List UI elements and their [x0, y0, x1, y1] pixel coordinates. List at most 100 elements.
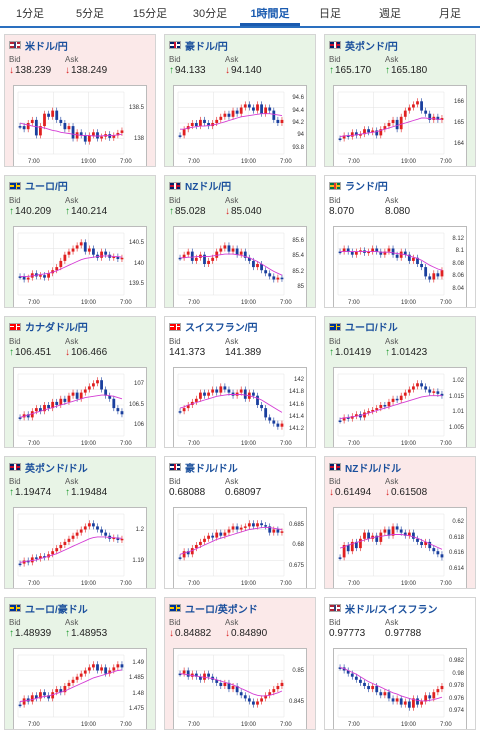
y-tick-label: 164	[453, 140, 464, 147]
rate-card[interactable]: スイスフラン/円 Bid Ask 141.373 141.389 142 141.8 141.…	[164, 315, 316, 449]
price-chart[interactable]: 166 165 164 7:00 19:00 7:00	[333, 85, 467, 166]
pair-name[interactable]: NZドル/ドル	[345, 463, 402, 475]
price-chart[interactable]: 138.5 138 7:00 19:00 7:00	[13, 85, 147, 166]
price-chart[interactable]: 1.2 1.19 7:00 19:00 7:00	[13, 507, 147, 589]
x-tick-label: 7:00	[188, 440, 200, 447]
x-tick-label: 19:00	[241, 722, 257, 729]
candle-body	[440, 686, 444, 690]
x-tick-label: 19:00	[81, 159, 97, 165]
pair-name[interactable]: カナダドル/円	[25, 323, 88, 335]
rate-card[interactable]: 英ポンド/ドル Bid Ask ↑1.19474 ↑1.19484 1.2 1.19 7:00…	[4, 456, 156, 590]
pair-header[interactable]: NZドル/ドル	[329, 460, 471, 475]
tab-2[interactable]: 15分足	[132, 8, 168, 20]
pair-name[interactable]: ユーロ/豪ドル	[25, 604, 88, 616]
pair-name[interactable]: 豪ドル/円	[185, 41, 228, 53]
pair-header[interactable]: 英ポンド/円	[329, 38, 471, 53]
candle-body	[51, 692, 55, 699]
candle-body	[268, 416, 272, 421]
tab-6[interactable]: 週足	[379, 8, 401, 20]
rate-card[interactable]: 米ドル/スイスフラン Bid Ask 0.97773 0.97788 0.982 0.98 0…	[324, 597, 476, 730]
tab-4[interactable]: 1時間足	[240, 0, 300, 26]
rate-card[interactable]: カナダドル/円 Bid Ask ↑106.451 ↓106.466 107 106.5 106…	[4, 315, 156, 449]
rate-card[interactable]: 豪ドル/ドル Bid Ask 0.68088 0.68097 0.685 0.68 0.675…	[164, 456, 316, 590]
pair-header[interactable]: スイスフラン/円	[169, 320, 311, 334]
y-tick-label: 1.02	[452, 378, 464, 385]
candle-body	[186, 670, 190, 677]
candle-body	[215, 119, 219, 123]
pair-header[interactable]: 英ポンド/ドル	[9, 460, 151, 475]
rate-card[interactable]: 豪ドル/円 Bid Ask ↑94.133 ↓94.140 94.6 94.4 94.2 94 9…	[164, 34, 316, 167]
price-chart[interactable]: 8.12 8.1 8.08 8.06 8.04 7:00 19:00 7:00	[333, 225, 467, 307]
pair-name[interactable]: ランド/円	[345, 182, 388, 194]
price-chart[interactable]: 142 141.8 141.6 141.4 141.2 7:00 19:00 7:00	[173, 366, 307, 448]
x-tick-label: 19:00	[81, 440, 97, 447]
pair-name[interactable]: スイスフラン/円	[185, 323, 258, 335]
flag-icon	[9, 604, 21, 613]
tab-5[interactable]: 日足	[319, 8, 341, 20]
pair-header[interactable]: ユーロ/円	[9, 179, 151, 193]
candle-body	[235, 248, 239, 255]
candle-body	[18, 704, 22, 707]
x-tick-label: 7:00	[28, 581, 40, 588]
candle-body	[276, 277, 280, 280]
candle-body	[268, 273, 272, 277]
y-tick-label: 1.485	[128, 675, 144, 682]
pair-name[interactable]: NZドル/円	[185, 182, 232, 194]
price-chart[interactable]: 107 106.5 106 7:00 19:00 7:00	[13, 366, 147, 448]
pair-name[interactable]: ユーロ/円	[25, 182, 68, 194]
price-chart[interactable]: 140.5 140 139.5 7:00 19:00 7:00	[13, 225, 147, 307]
price-chart[interactable]: 1.49 1.485 1.48 1.475 7:00 19:00 7:00	[13, 648, 147, 730]
rate-card[interactable]: ユーロ/ドル Bid Ask ↑1.01419 ↑1.01423 1.02 1.015 1.0…	[324, 315, 476, 449]
candle-body	[108, 395, 112, 399]
ask-price: 0.97788	[385, 628, 422, 640]
candle-body	[75, 245, 79, 249]
pair-header[interactable]: ランド/円	[329, 179, 471, 193]
rate-card[interactable]: 英ポンド/円 Bid Ask ↑165.170 ↑165.180 166 165 164 7:0…	[324, 34, 476, 167]
pair-header[interactable]: 米ドル/スイスフラン	[329, 601, 471, 616]
pair-header[interactable]: ユーロ/ドル	[329, 320, 471, 334]
pair-header[interactable]: NZドル/円	[169, 179, 311, 193]
ask-label: Ask	[225, 55, 239, 64]
candle-body	[280, 531, 284, 534]
candle-body	[247, 523, 251, 527]
pair-name[interactable]: 米ドル/円	[25, 41, 68, 53]
candle-body	[239, 692, 243, 696]
candle-body	[407, 532, 411, 537]
price-chart[interactable]: 0.685 0.68 0.675 7:00 19:00 7:00	[173, 507, 307, 589]
price-chart[interactable]: 85.6 85.4 85.2 85 7:00 19:00 7:00	[173, 225, 307, 307]
ask-label: Ask	[225, 336, 239, 346]
pair-name[interactable]: ユーロ/英ポンド	[185, 604, 258, 616]
pair-header[interactable]: ユーロ/豪ドル	[9, 601, 151, 616]
price-chart[interactable]: 0.85 0.845 7:00 19:00 7:00	[173, 648, 307, 730]
tab-1[interactable]: 5分足	[75, 8, 105, 20]
pair-name[interactable]: 豪ドル/ドル	[185, 463, 238, 475]
candle-body	[63, 254, 67, 261]
candle-body	[43, 113, 46, 127]
price-chart[interactable]: 94.6 94.4 94.2 94 93.8 7:00 19:00 7:00	[173, 85, 307, 166]
tab-3[interactable]: 30分足	[192, 8, 228, 20]
rate-card[interactable]: NZドル/円 Bid Ask ↑85.028 ↓85.040 85.6 85.4 85.2 85…	[164, 174, 316, 308]
pair-name[interactable]: ユーロ/ドル	[345, 323, 398, 335]
pair-header[interactable]: 豪ドル/円	[169, 38, 311, 53]
pair-name[interactable]: 米ドル/スイスフラン	[345, 604, 438, 616]
candle-body	[403, 110, 407, 117]
rate-card[interactable]: ユーロ/豪ドル Bid Ask ↑1.48939 ↑1.48953 1.49 1.485 1.…	[4, 597, 156, 730]
price-chart[interactable]: 0.982 0.98 0.978 0.976 0.974 7:00 19:00 7:00	[333, 648, 467, 730]
pair-header[interactable]: 米ドル/円	[9, 38, 151, 53]
rate-card[interactable]: ランド/円 Bid Ask 8.070 8.080 8.12 8.1 8.08 8.06 8.04…	[324, 174, 476, 308]
pair-name[interactable]: 英ポンド/ドル	[25, 463, 88, 475]
price-chart[interactable]: 0.62 0.618 0.616 0.614 7:00 19:00 7:00	[333, 507, 467, 589]
rate-card[interactable]: ユーロ/英ポンド Bid Ask ↓0.84882 ↓0.84890 0.85 0.845 7…	[164, 597, 316, 730]
rate-card[interactable]: ユーロ/円 Bid Ask ↑140.209 ↑140.214 140.5 140 139.5…	[4, 174, 156, 308]
rate-card[interactable]: 米ドル/円 Bid Ask ↓138.239 ↓138.249 138.5 138 7:00 1…	[4, 34, 156, 167]
tab-7[interactable]: 月足	[439, 8, 461, 20]
tab-0[interactable]: 1分足	[15, 8, 45, 20]
pair-header[interactable]: カナダドル/円	[9, 320, 151, 334]
pair-header[interactable]: 豪ドル/ドル	[169, 460, 311, 475]
price-chart[interactable]: 1.02 1.015 1.01 1.005 7:00 19:00 7:00	[333, 366, 467, 448]
candle-body	[39, 274, 42, 277]
rate-grid: 米ドル/円 Bid Ask ↓138.239 ↓138.249 138.5 138 7:00 1…	[4, 34, 476, 730]
pair-header[interactable]: ユーロ/英ポンド	[169, 601, 311, 616]
pair-name[interactable]: 英ポンド/円	[345, 41, 398, 53]
rate-card[interactable]: NZドル/ドル Bid Ask ↓0.61494 ↓0.61508 0.62 0.618 0.…	[324, 456, 476, 590]
